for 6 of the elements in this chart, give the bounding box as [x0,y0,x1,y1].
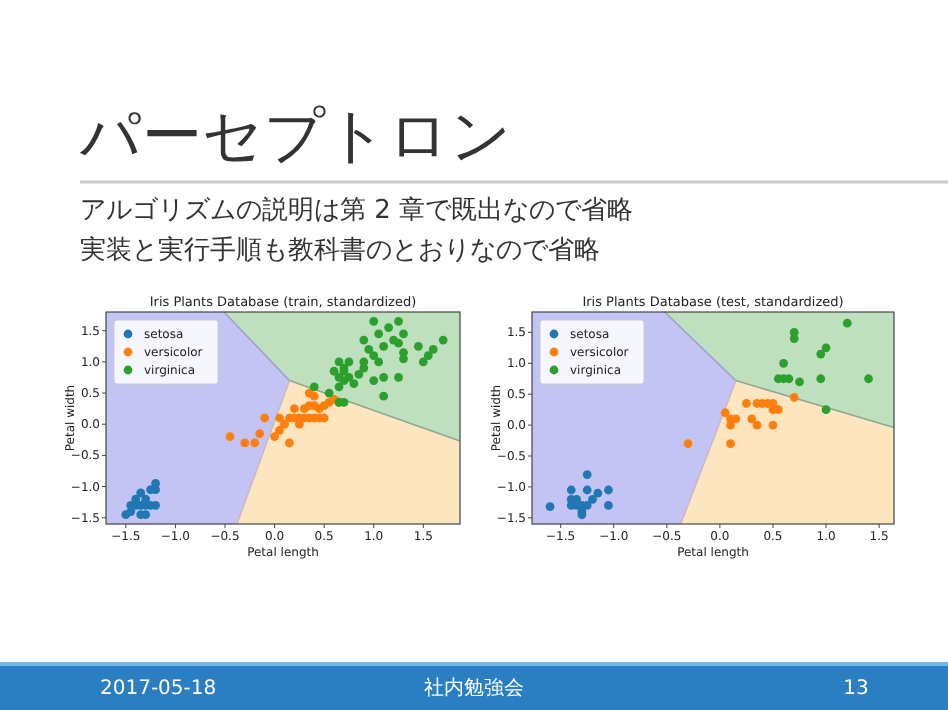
text: 実装と実行手順も教科書のとおりなので省略 [80,234,600,266]
text: アルゴリズムの説明は第 2 章で既出なので省略 [80,196,634,226]
text: 2017-05-18 [100,678,217,700]
text: パーセプトロン [78,102,512,172]
text: 13 [843,678,869,700]
text: 社内勉強会 [424,676,524,700]
